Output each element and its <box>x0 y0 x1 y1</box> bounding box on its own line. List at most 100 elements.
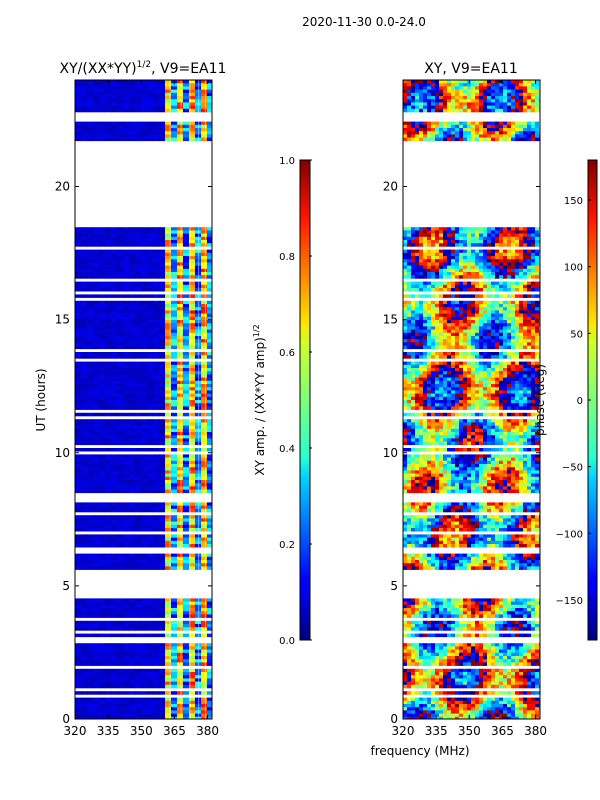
right-heatmap-cell <box>479 259 484 263</box>
right-heatmap-cell <box>419 128 424 132</box>
left-heatmap-cell <box>201 265 208 270</box>
right-heatmap-cell <box>535 329 540 334</box>
right-heatmap-cell <box>483 134 488 138</box>
left-heatmap-cell <box>111 611 118 615</box>
left-heatmap-cell <box>189 272 196 276</box>
right-heatmap-cell <box>443 320 448 324</box>
right-heatmap-cell <box>507 329 512 334</box>
left-heatmap-cell <box>183 537 190 542</box>
left-heatmap-cell <box>105 473 112 478</box>
left-heatmap-cell <box>111 268 118 273</box>
left-heatmap-cell <box>177 281 184 286</box>
right-heatmap-cell <box>415 124 420 129</box>
right-heatmap-cell <box>411 316 416 321</box>
left-heatmap-cell <box>201 83 208 87</box>
left-heatmap-cell <box>117 121 124 126</box>
right-heatmap-cell <box>535 342 540 346</box>
left-heatmap-cell <box>105 406 112 410</box>
left-heatmap-cell <box>147 384 154 388</box>
left-heatmap-cell <box>135 281 142 286</box>
left-heatmap-cell <box>141 268 148 273</box>
left-heatmap-cell <box>165 304 172 308</box>
left-heatmap-cell <box>135 556 142 561</box>
left-heatmap-cell <box>129 438 136 442</box>
left-heatmap-cell <box>81 89 88 94</box>
left-heatmap-cell <box>183 700 190 705</box>
left-heatmap-cell <box>117 700 124 705</box>
left-heatmap-cell <box>111 476 118 481</box>
left-heatmap-cell <box>117 243 124 247</box>
left-heatmap-cell <box>183 476 190 481</box>
left-heatmap-cell <box>93 272 100 276</box>
left-heatmap-cell <box>111 131 118 135</box>
left-heatmap-cell <box>141 448 148 452</box>
right-heatmap-cell <box>503 320 508 324</box>
left-heatmap-cell <box>147 236 154 241</box>
right-heatmap-cell <box>507 307 512 311</box>
right-heatmap-cell <box>491 284 496 289</box>
left-heatmap-cell <box>171 400 178 404</box>
right-heatmap-cell <box>455 310 460 314</box>
right-heatmap-cell <box>511 105 516 110</box>
left-heatmap-cell <box>177 320 184 324</box>
left-heatmap-cell <box>207 374 212 378</box>
right-heatmap-cell <box>467 304 472 308</box>
right-heatmap-cell <box>535 249 540 254</box>
left-heatmap-cell <box>87 627 94 631</box>
left-heatmap-cell <box>93 611 100 615</box>
left-heatmap-cell <box>189 486 196 490</box>
right-heatmap-cell <box>471 89 476 94</box>
right-heatmap-cell <box>427 80 432 84</box>
left-heatmap-cell <box>111 352 118 356</box>
left-heatmap-cell <box>189 518 196 522</box>
left-heatmap-cell <box>171 560 178 564</box>
left-heatmap-cell <box>123 265 130 270</box>
left-heatmap-cell <box>201 304 208 308</box>
left-heatmap-cell <box>147 604 154 609</box>
left-heatmap-cell <box>159 393 166 398</box>
left-heatmap-cell <box>129 80 136 84</box>
left-heatmap-cell <box>189 86 196 90</box>
left-heatmap-cell <box>93 425 100 430</box>
right-heatmap-cell <box>535 252 540 257</box>
left-heatmap-cell <box>123 528 130 532</box>
right-heatmap-cell <box>483 313 488 318</box>
right-heatmap-cell <box>427 323 432 327</box>
right-heatmap-cell <box>483 236 488 241</box>
left-heatmap-cell <box>171 128 178 132</box>
left-heatmap-cell <box>177 252 184 257</box>
left-heatmap-cell <box>117 265 124 270</box>
left-heatmap-cell <box>153 329 160 334</box>
right-heatmap-cell <box>407 304 412 308</box>
right-heatmap-cell <box>463 80 468 84</box>
left-heatmap-cell <box>177 448 184 452</box>
right-heatmap-cell <box>419 332 424 337</box>
left-heatmap-cell <box>165 281 172 286</box>
left-heatmap-cell <box>81 387 88 391</box>
left-heatmap-cell <box>201 553 208 558</box>
right-heatmap-cell <box>511 240 516 244</box>
left-heatmap-cell <box>165 265 172 270</box>
left-heatmap-cell <box>177 553 184 558</box>
right-heatmap-cell <box>467 352 472 356</box>
right-heatmap-cell <box>507 230 512 234</box>
left-heatmap-cell <box>111 265 118 270</box>
left-heatmap-cell <box>201 422 208 426</box>
left-heatmap-cell <box>159 371 166 375</box>
right-heatmap-cell <box>455 262 460 266</box>
left-heatmap-cell <box>201 534 208 538</box>
right-heatmap-cell <box>479 294 484 298</box>
right-heatmap-cell <box>535 339 540 343</box>
left-heatmap-cell <box>201 313 208 318</box>
left-heatmap-cell <box>189 227 196 231</box>
left-heatmap-cell <box>183 697 190 702</box>
left-heatmap-cell <box>153 243 160 247</box>
left-heatmap-cell <box>87 99 94 103</box>
left-heatmap-cell <box>135 105 142 110</box>
left-heatmap-cell <box>111 684 118 689</box>
left-heatmap-cell <box>153 281 160 286</box>
right-heatmap-cell <box>511 96 516 100</box>
left-heatmap-cell <box>153 294 160 298</box>
left-heatmap-cell <box>171 470 178 474</box>
left-heatmap-cell <box>117 371 124 375</box>
